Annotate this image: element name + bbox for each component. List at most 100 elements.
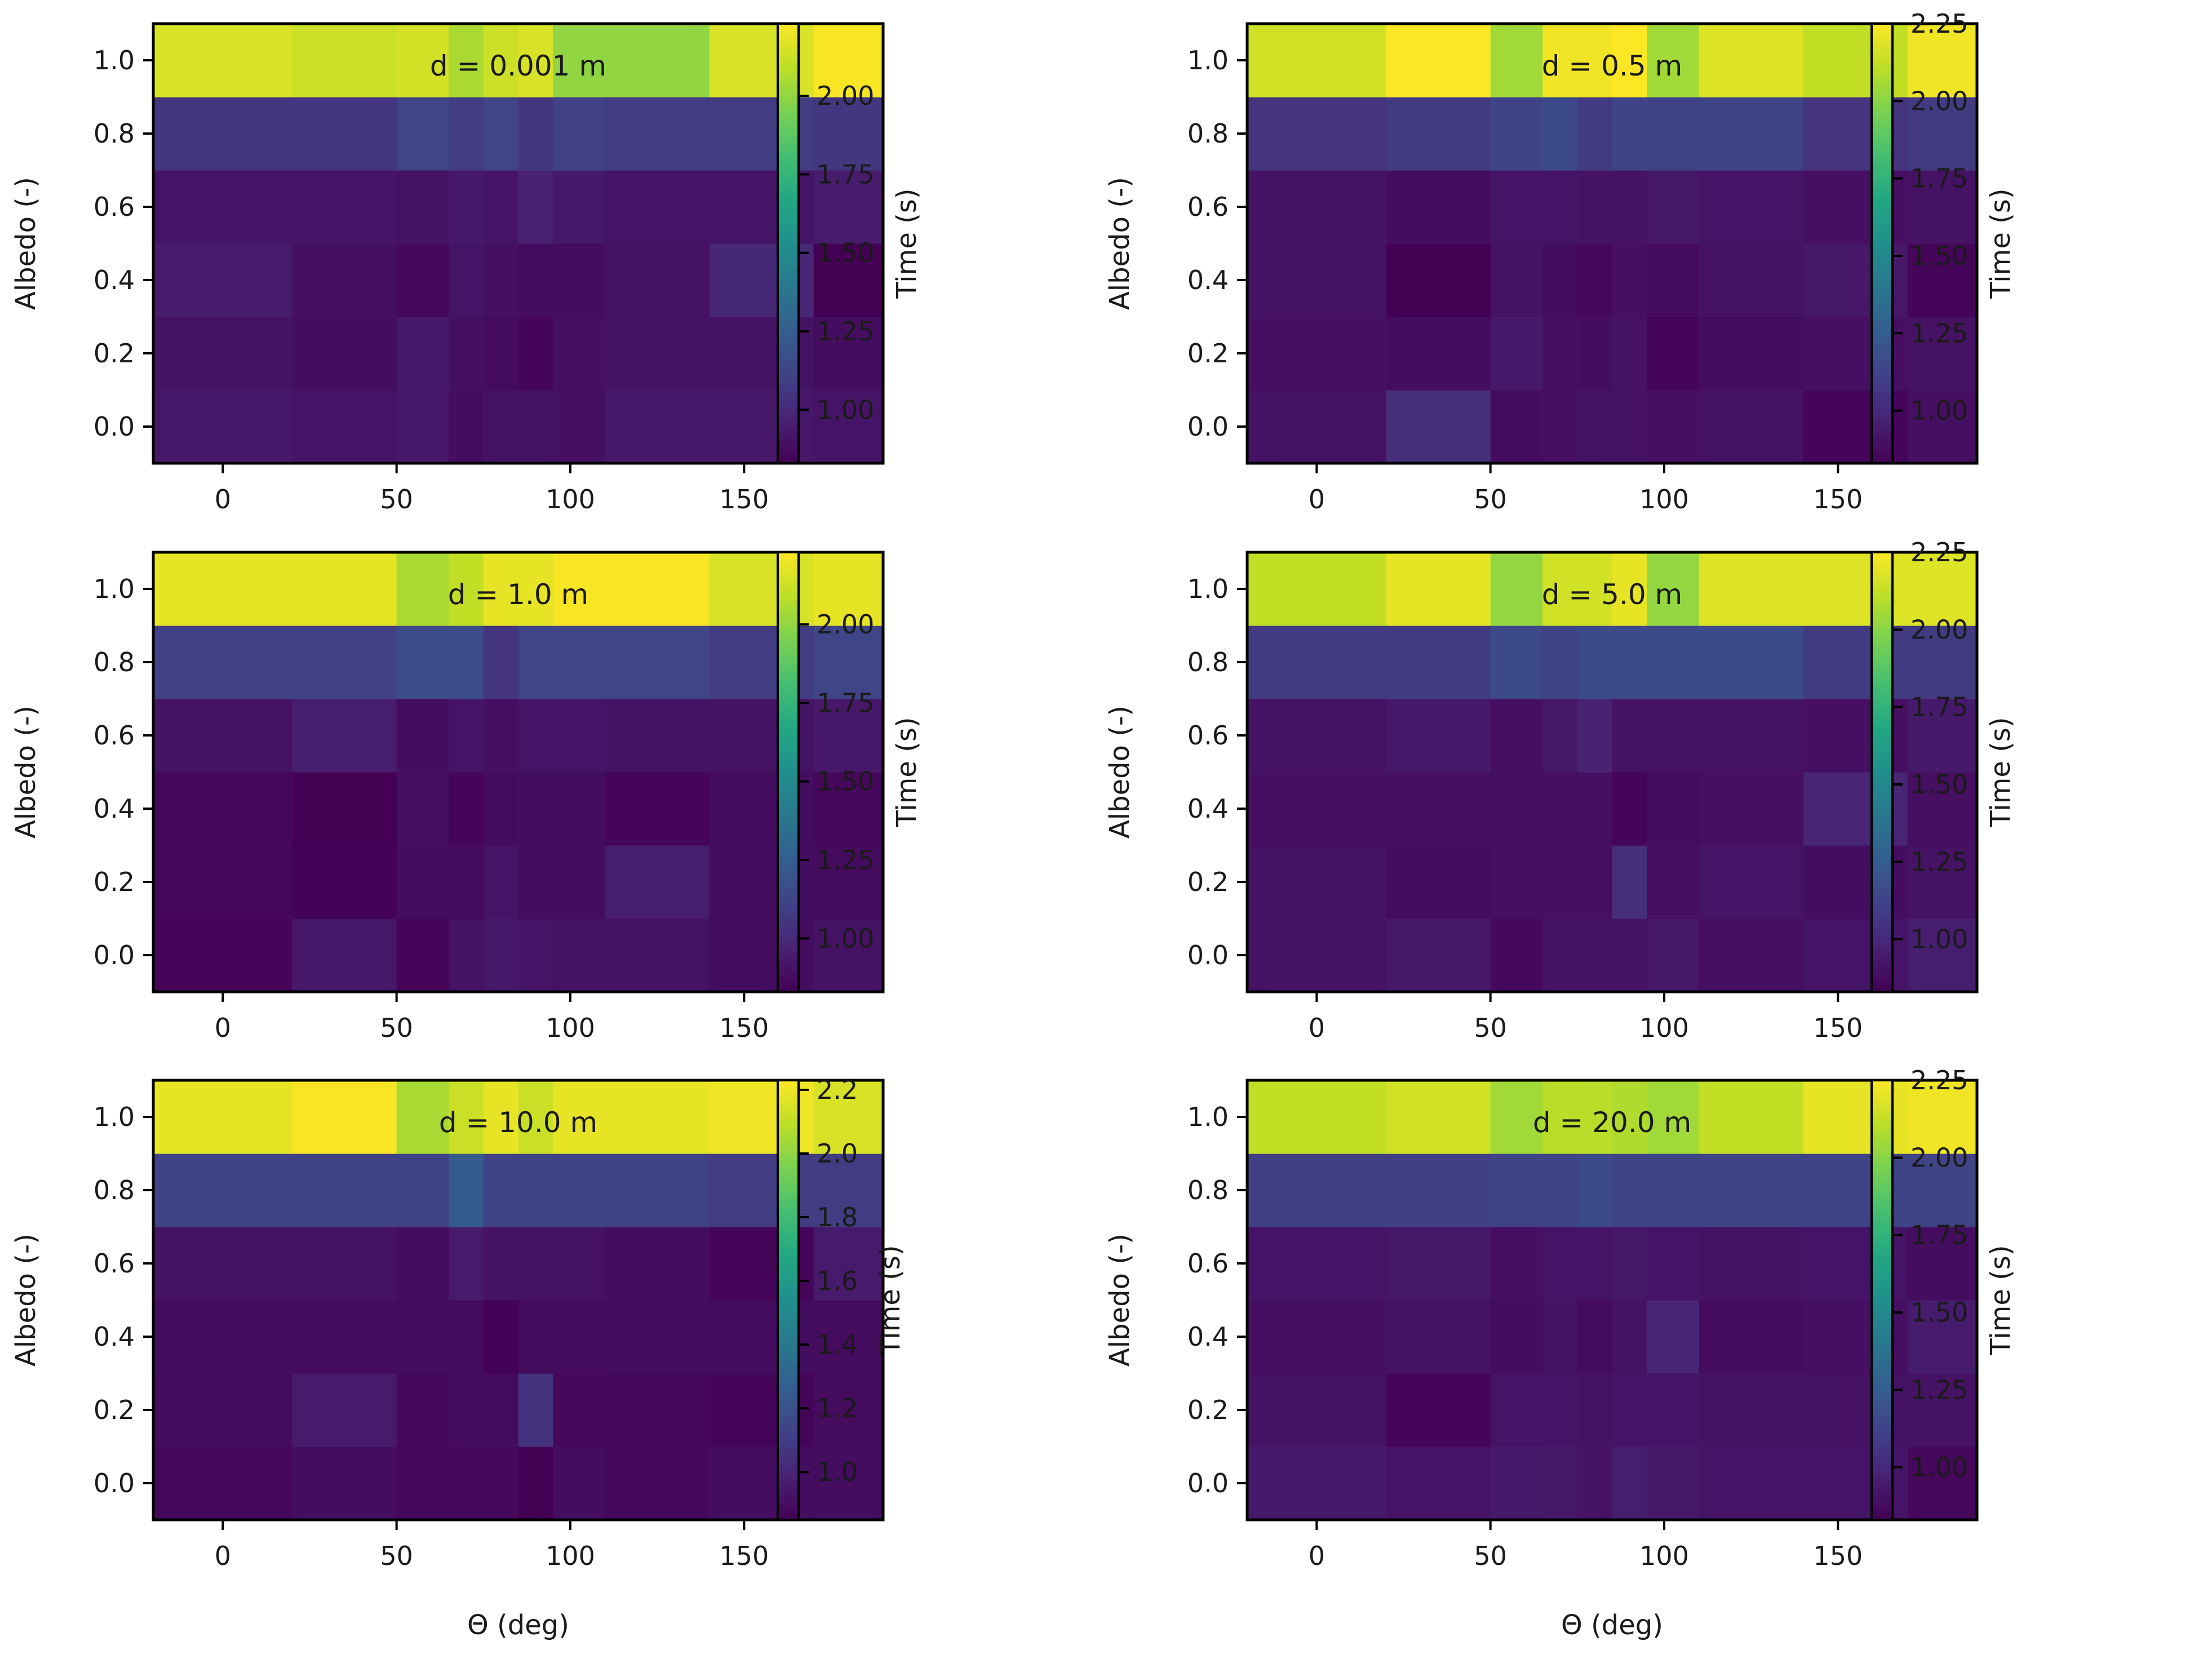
heatmap-cell: [153, 845, 293, 919]
heatmap-cell: [1699, 919, 1804, 992]
heatmap-panel-5: d = 10.0 m 0 50 100 150 0.0 0.2 0.4 0.6 0.8 1.0 Alb…: [10, 1075, 906, 1641]
heatmap-cell: [1542, 1300, 1578, 1374]
x-tick-label: 150: [1813, 1541, 1863, 1571]
heatmap-panel-6: d = 20.0 m 0 50 100 150 0.0 0.2 0.4 0.6 0.8 1.0 Alb…: [1104, 1065, 2016, 1641]
heatmap-cell: [396, 919, 449, 992]
heatmap-cell: [1247, 1154, 1387, 1227]
colorbar-tick-label: 1.8: [817, 1202, 858, 1232]
heatmap-cell: [553, 317, 606, 391]
heatmap-cell: [1699, 1227, 1804, 1301]
heatmap-cell: [605, 243, 710, 317]
x-tick-label: 0: [1309, 1013, 1325, 1043]
heatmap-cell: [553, 390, 606, 464]
heatmap-cell: [1386, 97, 1491, 171]
heatmap-cell: [449, 317, 484, 391]
heatmap-cell: [1386, 919, 1491, 992]
heatmap-cell: [1577, 97, 1613, 171]
heatmap-cell: [1577, 699, 1613, 773]
heatmap-cell: [396, 699, 449, 773]
heatmap-cell: [553, 1080, 606, 1154]
heatmap-cells: [1247, 552, 1978, 992]
colorbar-tick-label: 1.50: [817, 766, 874, 797]
y-tick-label: 0.0: [94, 411, 135, 442]
heatmap-cell: [1490, 1080, 1543, 1154]
heatmap-cell: [518, 1300, 553, 1374]
heatmap-cell: [1386, 845, 1491, 919]
heatmap-cell: [553, 699, 606, 773]
heatmap-cell: [1647, 1080, 1700, 1154]
heatmap-cell: [396, 552, 449, 626]
heatmap-cell: [292, 845, 397, 919]
heatmap-cell: [553, 552, 606, 626]
heatmap-cell: [605, 317, 710, 391]
y-tick-label: 0.6: [1187, 192, 1229, 222]
colorbar-tick-label: 1.50: [1910, 1297, 1968, 1328]
heatmap-cell: [1907, 1373, 1978, 1447]
heatmap-cell: [1907, 626, 1978, 699]
colorbar-tick-label: 2.00: [817, 81, 874, 111]
heatmap-cell: [813, 626, 884, 699]
heatmap-cell: [813, 170, 884, 244]
axes-frame: [1245, 1079, 1979, 1522]
y-tick-label: 1.0: [94, 1102, 135, 1132]
heatmap-cell: [449, 626, 484, 699]
heatmap-cell: [396, 317, 449, 391]
heatmap-cell: [292, 772, 397, 846]
heatmap-cell: [1247, 243, 1387, 317]
heatmap-cell: [1647, 626, 1700, 699]
heatmap-cell: [483, 243, 519, 317]
heatmap-cell: [1490, 24, 1543, 97]
heatmap-cell: [1907, 317, 1978, 391]
heatmap-cell: [1699, 1300, 1804, 1374]
heatmap-cell: [449, 552, 484, 626]
heatmap-cell: [1699, 1373, 1804, 1447]
heatmap-cell: [553, 1447, 606, 1520]
heatmap-cell: [1577, 1447, 1613, 1520]
heatmap-cell: [292, 1300, 397, 1374]
heatmap-cell: [1577, 1154, 1613, 1227]
heatmap-cell: [518, 919, 553, 992]
colorbar-tick-label: 2.00: [1910, 1142, 1968, 1173]
heatmap-cell: [1907, 845, 1978, 919]
heatmap-cell: [1577, 1227, 1613, 1301]
heatmap-cell: [1699, 772, 1804, 846]
heatmap-cell: [813, 552, 884, 626]
heatmap-cell: [1490, 626, 1543, 699]
heatmap-cell: [553, 243, 606, 317]
heatmap-cell: [518, 1447, 553, 1520]
heatmap-cell: [518, 552, 553, 626]
heatmap-cell: [483, 97, 519, 171]
heatmap-cell: [153, 1227, 293, 1301]
heatmap-cell: [1577, 552, 1613, 626]
colorbar-tick-label: 1.75: [817, 687, 874, 718]
heatmap-cell: [1542, 390, 1578, 464]
axes-frame: [152, 22, 885, 465]
y-axis-label: Albedo (-): [1104, 177, 1136, 310]
heatmap-cell: [1647, 97, 1700, 171]
heatmap-cell: [483, 699, 519, 773]
heatmap-cell: [396, 170, 449, 244]
colorbar-frame: [1870, 551, 1894, 993]
heatmap-cell: [813, 699, 884, 773]
heatmap-cell: [153, 317, 293, 391]
x-tick-label: 150: [1813, 484, 1863, 514]
y-axis-label: Albedo (-): [1104, 706, 1136, 839]
heatmap-cell: [1577, 390, 1613, 464]
colorbar-tick-label: 1.25: [1910, 1374, 1968, 1405]
heatmap-cell: [1907, 1447, 1978, 1520]
colorbar-tick-label: 1.00: [817, 394, 874, 425]
heatmap-cell: [518, 170, 553, 244]
heatmap-cell: [1490, 1447, 1543, 1520]
heatmap-cell: [605, 1080, 710, 1154]
y-tick-label: 0.6: [1187, 720, 1229, 751]
y-axis-label: Albedo (-): [10, 1234, 42, 1367]
heatmap-cell: [1386, 1080, 1491, 1154]
heatmap-cell: [1247, 1227, 1387, 1301]
heatmap-cell: [1612, 24, 1647, 97]
colorbar-frame: [1870, 1079, 1894, 1521]
y-tick-label: 1.0: [1187, 1102, 1229, 1132]
heatmap-cell: [449, 772, 484, 846]
heatmap-cell: [813, 1373, 884, 1447]
heatmap-cell: [813, 919, 884, 992]
